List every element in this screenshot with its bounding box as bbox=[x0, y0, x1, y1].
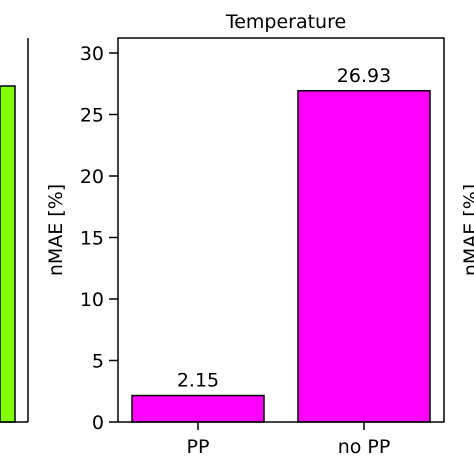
x-tick-label: no PP bbox=[338, 436, 391, 458]
value-label-pp: 2.15 bbox=[177, 370, 219, 392]
value-labels-group: 2.15 26.93 bbox=[177, 65, 391, 392]
bar-pp bbox=[131, 394, 265, 423]
y-tick-label: 5 bbox=[92, 351, 104, 373]
right-panel-fragment: nMAE [%] bbox=[460, 184, 474, 276]
left-panel-fragment bbox=[0, 38, 29, 423]
y-tick-label: 0 bbox=[92, 412, 104, 434]
y-tick-label: 30 bbox=[80, 43, 104, 65]
main-panel: Temperature nMAE [%] 2.15 26.93 0 5 10 15 20 2… bbox=[45, 11, 445, 458]
y-tick-label: 20 bbox=[80, 166, 104, 188]
y-tick-label: 25 bbox=[80, 105, 104, 127]
chart-title: Temperature bbox=[225, 11, 346, 33]
value-label-no-pp: 26.93 bbox=[337, 65, 391, 87]
plot-frame bbox=[117, 37, 445, 423]
y-axis-ticks: 0 5 10 15 20 25 30 bbox=[80, 43, 118, 434]
y-tick-label: 15 bbox=[80, 228, 104, 250]
bar-no-pp bbox=[297, 90, 431, 423]
y-tick-label: 10 bbox=[80, 289, 104, 311]
x-axis-ticks: PP no PP bbox=[187, 422, 391, 458]
left-panel-bar bbox=[0, 85, 16, 423]
x-tick-label: PP bbox=[187, 436, 210, 458]
bars-group bbox=[131, 90, 431, 423]
right-panel-y-axis-label: nMAE [%] bbox=[460, 184, 474, 276]
y-axis-label: nMAE [%] bbox=[45, 184, 67, 276]
